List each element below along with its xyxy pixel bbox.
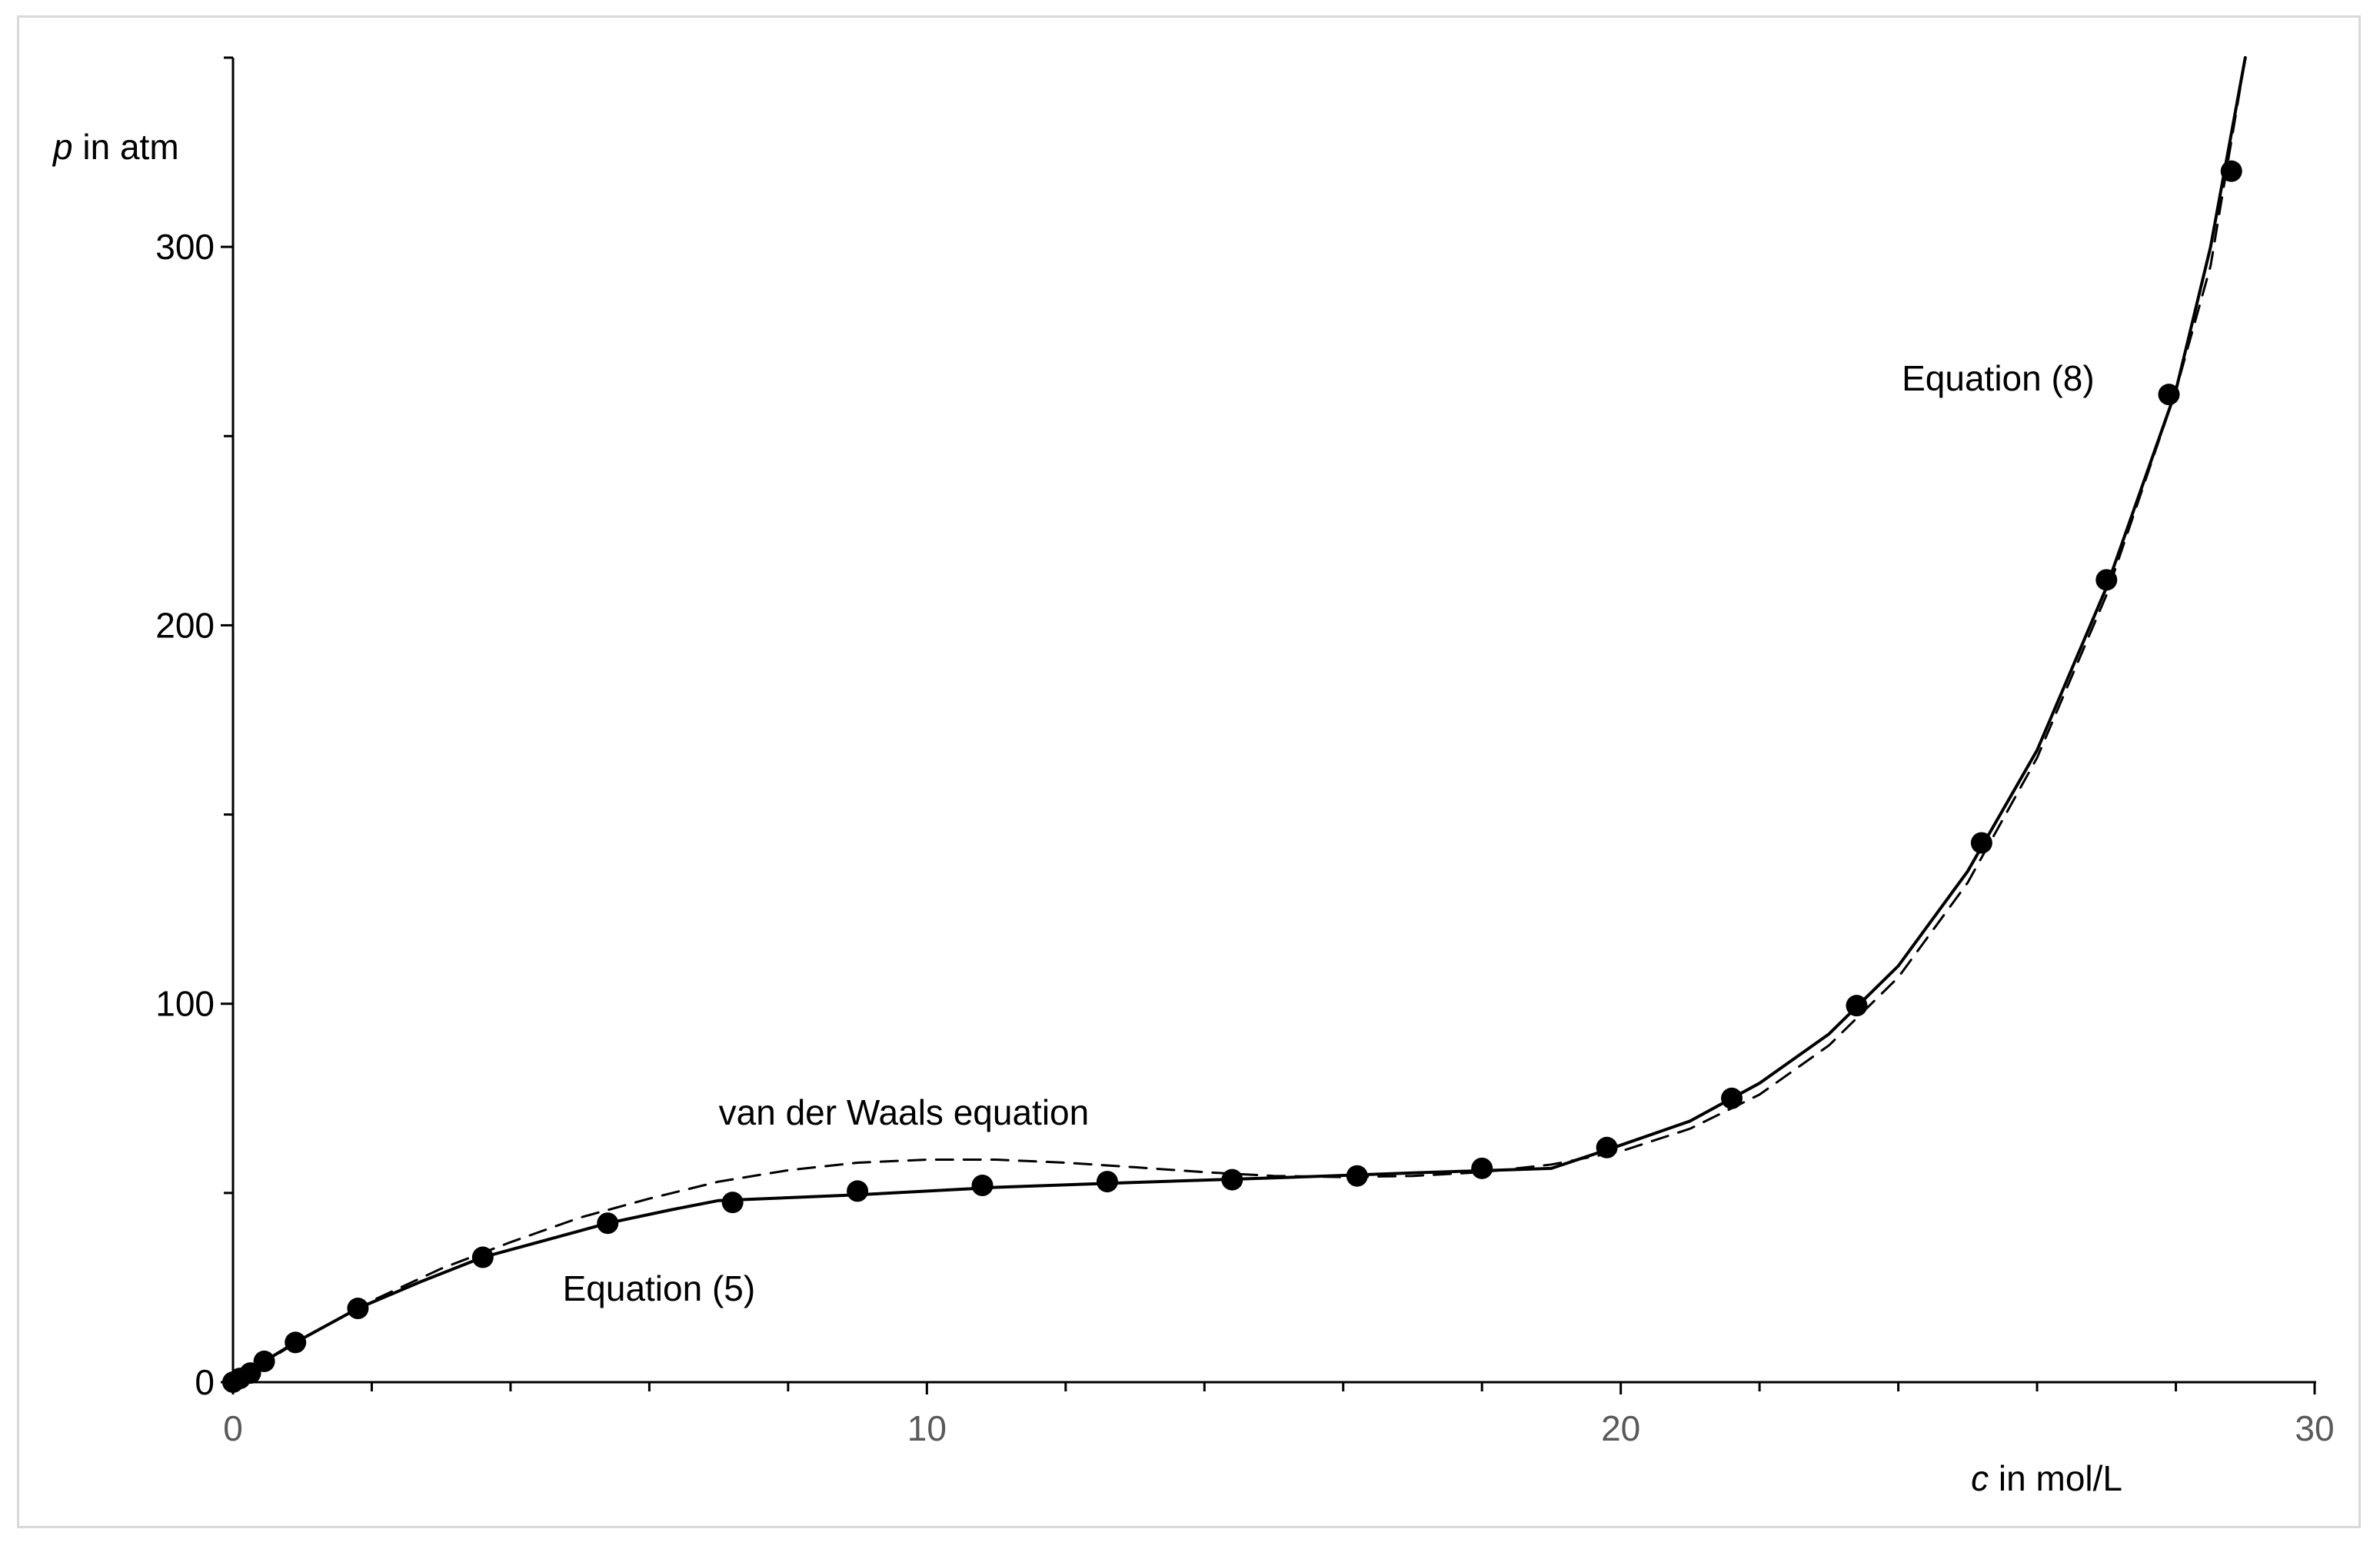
y-axis-label-variable: p	[52, 127, 73, 167]
data-markers	[222, 160, 2242, 1393]
data-point	[597, 1212, 619, 1235]
data-point	[285, 1331, 307, 1354]
data-point	[2095, 569, 2118, 591]
y-tick-label: 100	[155, 984, 215, 1024]
data-point	[347, 1298, 369, 1320]
y-tick-label: 300	[155, 227, 215, 267]
x-tick-label: 30	[2295, 1408, 2334, 1448]
curves	[231, 56, 2247, 1384]
x-tick-label: 0	[223, 1408, 243, 1448]
x-tick-label: 20	[1601, 1408, 1640, 1448]
solid-fit-curve	[231, 56, 2247, 1384]
data-point	[1471, 1157, 1493, 1179]
data-point	[2220, 160, 2242, 182]
curve-annotation: Equation (8)	[1902, 358, 2095, 398]
y-tick-label: 200	[155, 605, 215, 645]
data-point	[1346, 1165, 1368, 1187]
data-point	[971, 1175, 994, 1197]
data-point	[1846, 995, 1868, 1017]
data-point	[1970, 832, 1992, 854]
data-point	[1596, 1136, 1618, 1158]
data-point	[1096, 1171, 1118, 1193]
axes	[221, 56, 2316, 1394]
data-point	[1721, 1087, 1743, 1109]
dashed-van-der-waals-curve	[231, 56, 2247, 1384]
curve-annotation: Equation (5)	[563, 1268, 756, 1308]
curve-annotation: van der Waals equation	[719, 1092, 1090, 1132]
data-point	[847, 1180, 869, 1202]
data-point	[721, 1192, 744, 1214]
data-point	[471, 1246, 494, 1268]
y-tick-label: 0	[195, 1362, 215, 1402]
x-axis-label-variable: c	[1971, 1458, 1989, 1498]
data-point	[2158, 384, 2180, 406]
y-axis-label-text: in atm	[73, 127, 179, 167]
x-tick-label: 10	[907, 1408, 947, 1448]
data-point	[253, 1350, 275, 1372]
chart-frame: 0 10 20 30 0 100 200 300 p in atm c in mol/L van d…	[17, 15, 2361, 1528]
data-point	[1221, 1168, 1243, 1191]
x-axis-label-text: in mol/L	[1989, 1458, 2122, 1498]
x-axis-label: c in mol/L	[1971, 1458, 2122, 1498]
y-axis-label: p in atm	[52, 127, 179, 167]
